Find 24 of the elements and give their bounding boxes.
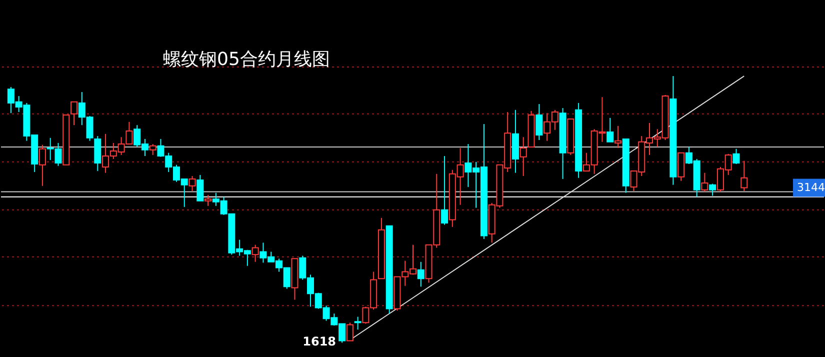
chart-title: 螺纹钢05合约月线图: [163, 49, 330, 70]
candlestick: [536, 104, 543, 141]
candlestick: [701, 172, 708, 192]
candlestick: [346, 322, 354, 342]
candlestick: [732, 148, 740, 165]
candlestick: [678, 152, 685, 182]
candlestick: [441, 156, 448, 226]
candlestick: [520, 136, 527, 177]
candlestick: [70, 101, 78, 126]
candlestick: [188, 176, 196, 192]
candlestick: [354, 316, 362, 330]
candlestick: [252, 244, 259, 262]
annotation: 1618: [302, 334, 336, 349]
candlestick: [38, 144, 46, 186]
candlestick: [614, 125, 622, 149]
candlestick: [740, 160, 748, 192]
candlestick: [149, 144, 156, 156]
candlestick: [709, 183, 716, 196]
candlestick: [606, 117, 614, 142]
text: 3144: [797, 180, 825, 194]
candlestick: [196, 174, 204, 202]
candlestick: [417, 261, 424, 288]
candlestick: [204, 194, 212, 206]
candlestick: [94, 136, 102, 172]
